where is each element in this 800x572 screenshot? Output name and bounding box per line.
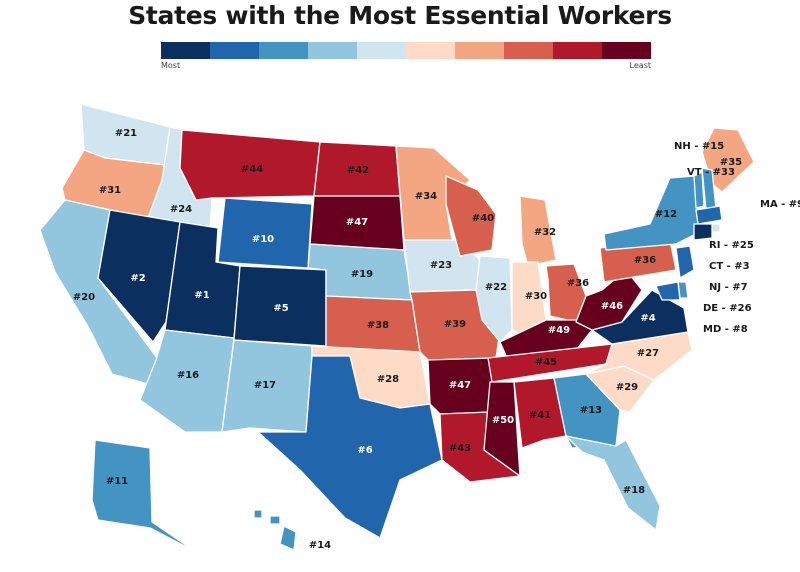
state-michigan — [519, 195, 557, 267]
legend-swatch-2 — [210, 42, 259, 59]
rank-label-texas: #6 — [357, 445, 372, 456]
state-florida — [565, 435, 661, 531]
rank-label-utah: #1 — [194, 290, 209, 301]
rank-label-north-dakota: #42 — [347, 165, 369, 176]
rank-label-mississippi: #50 — [492, 415, 514, 426]
state-mississippi — [483, 381, 521, 477]
legend-swatch-5 — [357, 42, 406, 59]
rank-label-south-dakota: #47 — [346, 217, 368, 228]
callout-label: DE - #26 — [703, 303, 752, 314]
rank-label-idaho: #24 — [170, 204, 192, 215]
state-nevada — [97, 209, 181, 343]
callout-label: CT - #3 — [709, 261, 750, 272]
legend-swatch-9 — [553, 42, 602, 59]
rank-label-iowa: #23 — [430, 260, 452, 271]
rank-label-tennessee: #45 — [535, 357, 557, 368]
rank-label-ohio: #36 — [567, 278, 589, 289]
legend-swatch-7 — [455, 42, 504, 59]
rank-label-north-carolina: #27 — [637, 348, 659, 359]
state-alabama — [513, 377, 567, 449]
rank-label-new-mexico: #17 — [254, 380, 276, 391]
legend-swatch-4 — [308, 42, 357, 59]
state-new-jersey — [675, 245, 695, 279]
state-rhode-island — [711, 223, 721, 233]
state-vermont — [693, 171, 705, 209]
rank-label-maine: #35 — [720, 157, 742, 168]
rank-label-alaska: #11 — [106, 476, 128, 487]
rank-label-missouri: #39 — [444, 319, 466, 330]
rank-label-kansas: #38 — [367, 320, 389, 331]
rank-label-montana: #44 — [241, 164, 263, 175]
callout-label: NH - #15 — [674, 141, 724, 152]
rank-label-colorado: #5 — [273, 303, 288, 314]
state-arizona — [139, 329, 235, 433]
state-wyoming — [217, 197, 313, 269]
rank-label-nevada: #2 — [130, 273, 145, 284]
rank-label-hawaii: #14 — [309, 540, 331, 551]
state-maryland — [655, 281, 681, 301]
rank-label-georgia: #13 — [580, 405, 602, 416]
rank-label-south-carolina: #29 — [616, 382, 638, 393]
callout-label: NJ - #7 — [709, 282, 748, 293]
rank-label-wisconsin: #40 — [472, 213, 494, 224]
state-connecticut — [693, 223, 713, 241]
state-wisconsin — [445, 175, 497, 257]
state-hawaii — [253, 509, 297, 551]
rank-label-florida: #18 — [623, 485, 645, 496]
map-title: States with the Most Essential Workers — [128, 1, 672, 30]
state-west-virginia — [575, 269, 643, 331]
state-new-york — [603, 175, 701, 251]
state-alaska — [91, 439, 197, 553]
color-legend — [161, 42, 651, 59]
callout-label: MD - #8 — [703, 324, 748, 335]
state-texas — [257, 355, 443, 539]
callout-label: RI - #25 — [709, 240, 754, 251]
callout-label: MA - #9 — [760, 199, 800, 210]
rank-label-virginia: #4 — [640, 313, 655, 324]
state-massachusetts — [695, 205, 723, 225]
rank-label-washington: #21 — [115, 128, 137, 139]
legend-swatch-1 — [161, 42, 210, 59]
rank-label-new-york: #12 — [655, 209, 677, 220]
rank-label-louisiana: #43 — [449, 443, 471, 454]
rank-label-minnesota: #34 — [415, 191, 437, 202]
callout-label: VT - #33 — [687, 167, 735, 178]
legend-swatch-10 — [602, 42, 651, 59]
rank-label-west-virginia: #46 — [601, 301, 623, 312]
rank-label-wyoming: #10 — [252, 234, 274, 245]
rank-label-arkansas: #47 — [449, 380, 471, 391]
rank-label-california: #20 — [73, 292, 95, 303]
rank-label-illinois: #22 — [485, 282, 507, 293]
rank-label-indiana: #30 — [525, 291, 547, 302]
legend-swatch-6 — [406, 42, 455, 59]
rank-label-michigan: #32 — [534, 227, 556, 238]
rank-label-alabama: #41 — [529, 410, 551, 421]
rank-label-arizona: #16 — [177, 370, 199, 381]
legend-swatch-3 — [259, 42, 308, 59]
rank-label-pennsylvania: #36 — [634, 255, 656, 266]
legend-max-label: Least — [629, 61, 651, 70]
rank-label-oklahoma: #28 — [377, 374, 399, 385]
rank-label-oregon: #31 — [99, 185, 121, 196]
rank-label-nebraska: #19 — [351, 269, 373, 280]
legend-min-label: Most — [161, 61, 181, 70]
legend-swatch-8 — [504, 42, 553, 59]
rank-label-kentucky: #49 — [548, 325, 570, 336]
